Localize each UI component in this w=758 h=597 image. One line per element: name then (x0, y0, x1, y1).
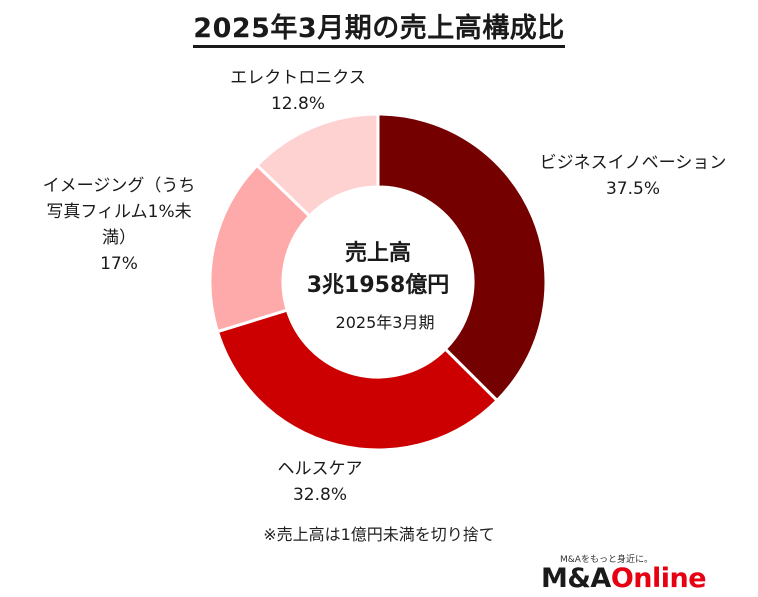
center-label-period: 2025年3月期 (336, 313, 435, 332)
logo-text-ma: M&A (541, 563, 611, 594)
donut-slices (208, 112, 548, 452)
footnote: ※売上高は1億円未満を切り捨て (263, 525, 495, 544)
mna-online-logo: M&AOnline (541, 563, 707, 594)
slice-value-imaging: 17% (100, 254, 138, 274)
slice-value-electronics: 12.8% (271, 94, 325, 114)
logo-text-online: Online (610, 563, 707, 594)
slice-label-imaging-line-3: 満） (102, 228, 136, 248)
donut-hole (283, 187, 473, 377)
logo-tagline: M&Aをもっと身近に。 (560, 555, 653, 565)
center-label-amount: 3兆1958億円 (307, 272, 450, 298)
slice-label-imaging-line-1: イメージング（うち (43, 176, 196, 196)
chart-title-text: 2025年3月期の売上高構成比 (193, 13, 565, 48)
chart-title: 2025年3月期の売上高構成比 (0, 6, 758, 48)
slice-label-electronics-line-1: エレクトロニクス (230, 68, 366, 88)
slice-label-imaging-line-2: 写真フィルム1%未 (46, 202, 191, 222)
slice-labels: ビジネスイノベーション 37.5% ヘルスケア 32.8% イメージング（うち写真フィル… (43, 68, 727, 505)
center-label-title: 売上高 (345, 240, 411, 266)
slice-label-business-innovation-line-1: ビジネスイノベーション (540, 153, 727, 173)
slice-label-healthcare-line-1: ヘルスケア (278, 459, 363, 479)
slice-value-business-innovation: 37.5% (606, 179, 660, 199)
slice-value-healthcare: 32.8% (293, 485, 347, 505)
